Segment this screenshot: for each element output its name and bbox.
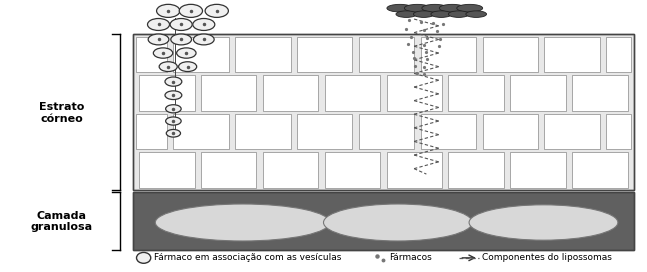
- Bar: [387, 152, 442, 188]
- Bar: [325, 152, 380, 188]
- Ellipse shape: [448, 11, 469, 17]
- Ellipse shape: [166, 105, 181, 113]
- Text: Estrato
córneo: Estrato córneo: [39, 102, 84, 124]
- Text: Camada
granulosa: Camada granulosa: [30, 211, 93, 233]
- Ellipse shape: [205, 4, 228, 17]
- Bar: [297, 114, 353, 149]
- Ellipse shape: [466, 11, 487, 17]
- Bar: [421, 37, 476, 72]
- Bar: [448, 152, 504, 188]
- Bar: [572, 75, 628, 111]
- Bar: [572, 152, 628, 188]
- Bar: [421, 114, 476, 149]
- Bar: [173, 37, 228, 72]
- Ellipse shape: [431, 11, 452, 17]
- Bar: [545, 114, 600, 149]
- Ellipse shape: [396, 11, 417, 17]
- Ellipse shape: [170, 18, 192, 30]
- Ellipse shape: [469, 205, 618, 240]
- Ellipse shape: [193, 34, 214, 45]
- Ellipse shape: [387, 4, 413, 12]
- Bar: [483, 37, 538, 72]
- Bar: [139, 75, 195, 111]
- Bar: [545, 37, 600, 72]
- Bar: [139, 152, 195, 188]
- Ellipse shape: [404, 4, 430, 12]
- Bar: [201, 152, 256, 188]
- Ellipse shape: [179, 62, 197, 72]
- Text: Fármaco em associação com as vesículas: Fármaco em associação com as vesículas: [154, 253, 342, 262]
- Ellipse shape: [148, 18, 170, 30]
- Text: Fármacos: Fármacos: [389, 253, 432, 262]
- Ellipse shape: [179, 4, 203, 17]
- Bar: [136, 37, 167, 72]
- Bar: [510, 152, 565, 188]
- Bar: [133, 34, 634, 190]
- Bar: [263, 75, 318, 111]
- Bar: [606, 114, 631, 149]
- Ellipse shape: [177, 48, 196, 58]
- Ellipse shape: [157, 4, 180, 17]
- Bar: [359, 114, 414, 149]
- Ellipse shape: [193, 18, 215, 30]
- Ellipse shape: [153, 48, 173, 58]
- Ellipse shape: [413, 11, 434, 17]
- Bar: [325, 75, 380, 111]
- Ellipse shape: [137, 252, 151, 263]
- Bar: [606, 37, 631, 72]
- Bar: [510, 75, 565, 111]
- Ellipse shape: [324, 204, 472, 241]
- Ellipse shape: [171, 34, 192, 45]
- Bar: [263, 152, 318, 188]
- Bar: [201, 75, 256, 111]
- Bar: [133, 192, 634, 250]
- Bar: [297, 37, 353, 72]
- Ellipse shape: [422, 4, 448, 12]
- Ellipse shape: [165, 77, 182, 86]
- Bar: [235, 37, 291, 72]
- Ellipse shape: [439, 4, 465, 12]
- Bar: [387, 75, 442, 111]
- Text: Componentes do lipossomas: Componentes do lipossomas: [482, 253, 612, 262]
- Bar: [235, 114, 291, 149]
- Ellipse shape: [166, 129, 181, 137]
- Bar: [448, 75, 504, 111]
- Ellipse shape: [165, 91, 182, 100]
- Bar: [136, 114, 167, 149]
- Ellipse shape: [155, 204, 330, 241]
- Ellipse shape: [166, 117, 181, 125]
- Bar: [133, 34, 634, 190]
- Bar: [133, 192, 634, 250]
- Ellipse shape: [148, 34, 169, 45]
- Ellipse shape: [159, 62, 177, 72]
- Bar: [359, 37, 414, 72]
- Ellipse shape: [457, 4, 483, 12]
- Bar: [173, 114, 228, 149]
- Bar: [483, 114, 538, 149]
